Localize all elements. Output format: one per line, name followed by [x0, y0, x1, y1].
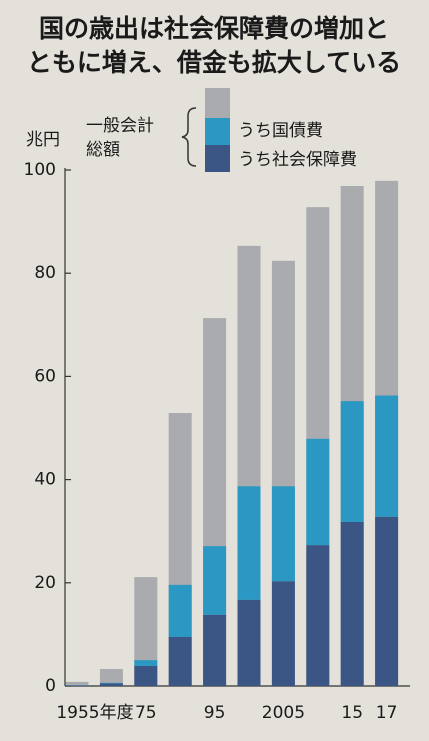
y-axis-label: 兆円: [26, 130, 60, 150]
x-tick-label: 75: [135, 703, 157, 723]
y-tick-label: 100: [24, 160, 56, 180]
x-tick-label: 2005: [262, 703, 305, 723]
bar: [99, 668, 123, 686]
legend-swatch: [205, 145, 230, 172]
legend-label: うち国債費: [238, 121, 323, 141]
bar: [306, 545, 330, 686]
y-tick-label: 0: [45, 676, 56, 696]
chart-title: 国の歳出は社会保障費の増加と: [39, 14, 389, 43]
x-tick-label: 17: [376, 703, 398, 723]
bar: [134, 660, 158, 666]
legend-swatch: [205, 118, 230, 145]
bar: [134, 577, 158, 686]
legend-swatch: [205, 88, 230, 118]
x-tick-label: 15: [341, 703, 363, 723]
bar: [237, 486, 261, 600]
chart-title: ともに増え、借金も拡大している: [27, 48, 401, 77]
bar: [375, 516, 399, 686]
x-tick-label: 95: [204, 703, 226, 723]
bar: [134, 665, 158, 686]
bar: [375, 395, 399, 517]
legend-label: 一般会計総額: [86, 116, 154, 160]
bar: [168, 584, 192, 637]
bar: [306, 438, 330, 546]
bar: [99, 682, 123, 684]
y-tick-label: 40: [34, 470, 56, 490]
y-tick-label: 20: [34, 573, 56, 593]
bar: [203, 614, 227, 686]
bar: [340, 521, 364, 686]
bar: [99, 683, 123, 686]
bar: [65, 685, 89, 686]
y-tick-label: 80: [34, 263, 56, 283]
bar: [168, 636, 192, 686]
bar: [203, 546, 227, 615]
bar: [271, 486, 295, 582]
bar: [271, 581, 295, 686]
y-tick-label: 60: [34, 366, 56, 386]
bar: [237, 599, 261, 686]
legend-brace: [181, 107, 197, 167]
bar: [340, 401, 364, 522]
x-tick-label: 1955年度: [56, 703, 133, 723]
bar: [65, 681, 89, 686]
legend-label: うち社会保障費: [238, 150, 357, 170]
